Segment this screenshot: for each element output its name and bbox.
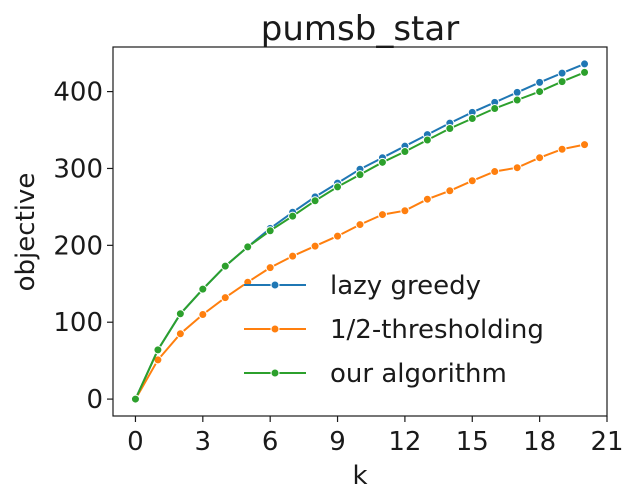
data-point — [333, 182, 343, 192]
data-point — [175, 329, 185, 339]
data-point — [400, 147, 410, 157]
legend-marker — [270, 324, 280, 334]
legend-label: lazy greedy — [330, 271, 481, 301]
data-point — [557, 68, 567, 78]
legend-entry-1-2-thresholding: 1/2-thresholding — [244, 315, 544, 345]
data-point — [467, 176, 477, 186]
series-line-our-algorithm — [134, 71, 585, 400]
data-point — [422, 135, 432, 145]
data-point — [512, 87, 522, 97]
x-tick-label: 9 — [329, 427, 346, 457]
data-point — [490, 104, 500, 113]
x-tick-label: 6 — [262, 427, 279, 457]
data-point — [557, 77, 567, 87]
legend-label: our algorithm — [330, 359, 507, 389]
plot-area — [112, 46, 608, 417]
legend-entry-our-algorithm: our algorithm — [244, 359, 507, 389]
data-point — [535, 87, 545, 97]
x-tick-label: 21 — [590, 427, 623, 457]
data-point — [198, 284, 208, 294]
data-point — [512, 95, 522, 105]
data-point — [490, 167, 500, 177]
chart-title: pumsb_star — [261, 9, 459, 49]
data-point — [288, 251, 298, 261]
data-point — [288, 211, 298, 221]
series-layer — [130, 59, 590, 404]
data-point — [175, 309, 185, 319]
data-point — [580, 67, 590, 77]
data-point — [445, 186, 455, 196]
y-tick-label: 200 — [53, 231, 103, 261]
x-tick-label: 12 — [388, 427, 421, 457]
data-point — [333, 231, 343, 241]
data-point — [557, 144, 567, 154]
data-point — [377, 210, 387, 220]
legend-label: 1/2-thresholding — [330, 315, 544, 345]
legend-entry-lazy-greedy: lazy greedy — [244, 271, 481, 301]
data-point — [153, 345, 163, 355]
y-tick-label: 0 — [86, 385, 103, 415]
data-point — [198, 310, 208, 320]
series-line-lazy-greedy — [134, 62, 585, 400]
data-point — [512, 163, 522, 173]
y-tick-label: 400 — [53, 78, 103, 108]
data-point — [580, 140, 590, 150]
data-point — [265, 263, 275, 273]
x-tick-label: 18 — [523, 427, 556, 457]
data-point — [377, 157, 387, 167]
x-tick-label: 0 — [127, 427, 144, 457]
data-point — [422, 194, 432, 204]
x-tick-label: 15 — [456, 427, 489, 457]
data-point — [265, 226, 275, 236]
data-point — [243, 242, 253, 252]
y-tick-label: 300 — [53, 154, 103, 184]
x-axis-ticks: 0 3 6 9 12 15 18 21 — [127, 416, 624, 457]
legend-marker — [270, 368, 280, 378]
legend-marker — [270, 280, 280, 290]
data-point — [580, 59, 590, 69]
data-point — [400, 206, 410, 216]
series-our-algorithm — [130, 67, 590, 404]
y-axis-label: objective — [11, 173, 41, 292]
x-tick-label: 3 — [195, 427, 212, 457]
y-axis-ticks: 0 100 200 300 400 — [53, 78, 113, 415]
data-point — [535, 77, 545, 87]
x-axis-label: k — [352, 461, 367, 491]
data-point — [467, 113, 477, 123]
plot-frame — [112, 46, 608, 417]
legend: lazy greedy 1/2-thresholding our algorithm — [244, 271, 544, 389]
data-point — [310, 196, 320, 206]
series-lazy-greedy — [130, 59, 590, 404]
data-point — [355, 170, 365, 180]
y-tick-label: 100 — [53, 308, 103, 338]
data-point — [220, 293, 230, 303]
data-point — [310, 241, 320, 251]
data-point — [130, 394, 140, 404]
data-point — [535, 153, 545, 163]
data-point — [355, 220, 365, 230]
data-point — [445, 123, 455, 133]
data-point — [220, 261, 230, 271]
series-1-2-thresholding — [130, 140, 590, 404]
